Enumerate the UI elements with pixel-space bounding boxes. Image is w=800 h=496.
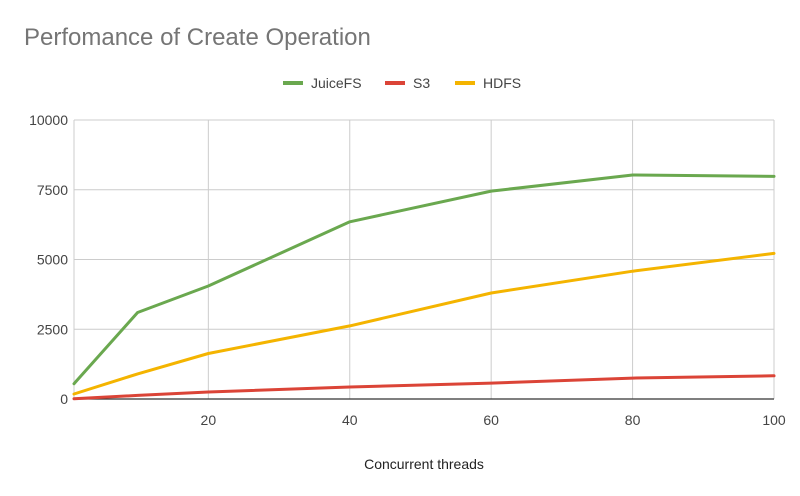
series-line-s3	[72, 374, 776, 401]
series-lines	[72, 173, 776, 401]
legend-label-hdfs: HDFS	[483, 75, 521, 91]
y-tick-label: 5000	[37, 252, 68, 268]
y-tick-label: 7500	[37, 182, 68, 198]
y-tick-label: 10000	[29, 112, 68, 128]
x-tick-label: 60	[483, 412, 499, 428]
chart-title: Perfomance of Create Operation	[24, 24, 371, 51]
y-axis-ticks: 0 2500 5000 7500 10000	[29, 112, 68, 407]
x-axis-ticks: 20 40 60 80 100	[201, 412, 786, 428]
series-line-hdfs	[72, 251, 776, 396]
legend: JuiceFS S3 HDFS	[283, 75, 521, 91]
x-axis-title: Concurrent threads	[364, 456, 484, 472]
x-tick-label: 40	[342, 412, 358, 428]
y-tick-label: 2500	[37, 321, 68, 337]
x-tick-label: 100	[762, 412, 786, 428]
x-tick-label: 20	[201, 412, 217, 428]
y-tick-label: 0	[60, 391, 68, 407]
legend-label-juicefs: JuiceFS	[311, 75, 362, 91]
legend-label-s3: S3	[413, 75, 430, 91]
gridlines	[73, 119, 775, 399]
series-line-juicefs	[72, 173, 776, 386]
x-tick-label: 80	[625, 412, 641, 428]
